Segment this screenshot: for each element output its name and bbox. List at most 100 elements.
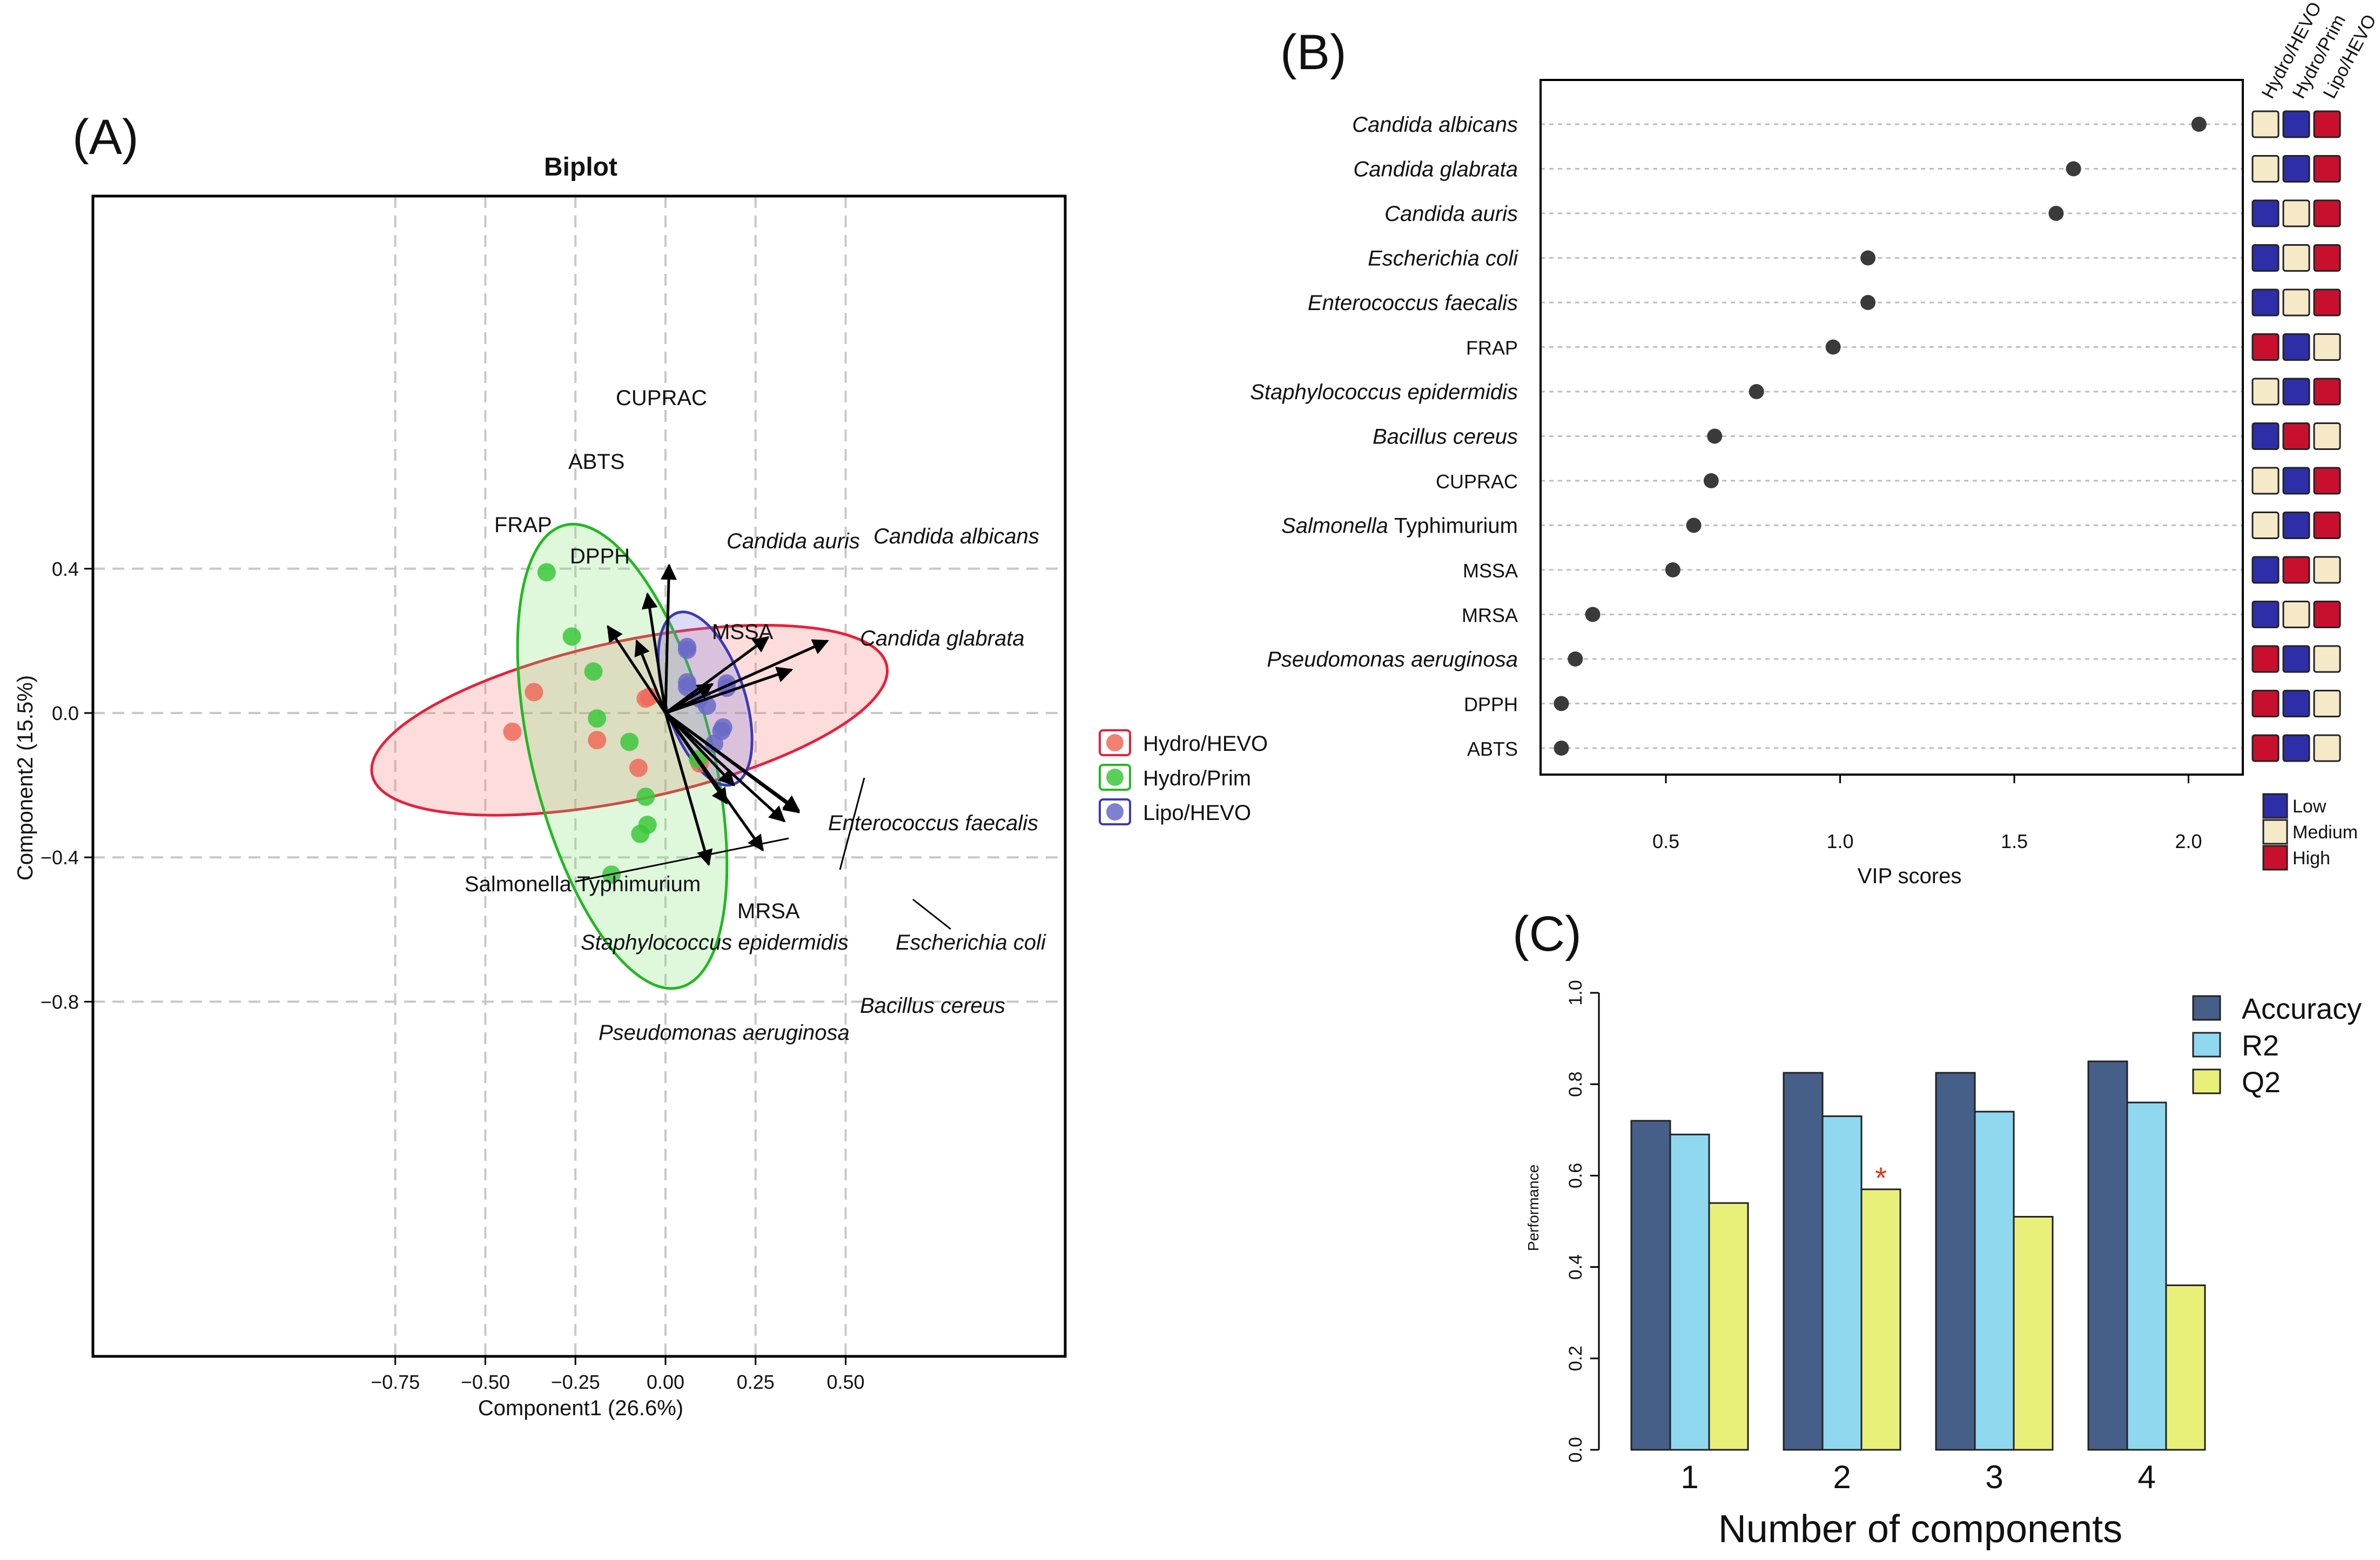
vector-candida-glabrata <box>665 667 794 715</box>
x-tick-label: −0.75 <box>371 1371 420 1393</box>
x-tick-label: 0.00 <box>647 1371 684 1393</box>
vip-label-cuprac: CUPRAC <box>1436 470 1518 493</box>
vip-label-staphylococcus-epidermidis: Staphylococcus epidermidis <box>1250 380 1518 404</box>
leader-ecoli <box>912 898 951 930</box>
vector-bacillus-cereus <box>664 712 764 852</box>
vip-point-frap <box>1825 339 1841 355</box>
vector-label-candida-auris: Candida auris <box>727 529 860 553</box>
heat-cell-staphylococcus-epidermidis-2 <box>2282 378 2310 406</box>
biplot-y-label: Component2 (15.5%) <box>14 675 37 880</box>
heat-cell-mrsa-1 <box>2251 601 2280 628</box>
y-tick-label: 0.0 <box>52 702 79 724</box>
panel-c-label: (C) <box>1512 906 1582 961</box>
heat-cell-pseudomonas-aeruginosa-3 <box>2313 645 2341 673</box>
y-tick-label: −0.4 <box>41 846 79 869</box>
heat-cell-staphylococcus-epidermidis-1 <box>2251 378 2280 406</box>
heat-cell-candida-glabrata-1 <box>2251 155 2280 183</box>
vector-cuprac <box>661 563 677 714</box>
heat-cell-abts-2 <box>2282 734 2310 762</box>
significance-star: * <box>1875 1161 1887 1195</box>
vip-point-candida-auris <box>2048 206 2064 221</box>
legend-label-hydro-prim: Hydro/Prim <box>1143 766 1251 790</box>
heat-cell-mrsa-3 <box>2313 601 2341 628</box>
heat-cell-mrsa-2 <box>2282 601 2310 628</box>
bar-r2-1 <box>1669 1133 1710 1451</box>
legend-dot-hydro-hevo <box>1106 734 1124 751</box>
y-tick-label: 0.8 <box>1565 1072 1586 1097</box>
y-tick-label: 0.6 <box>1565 1163 1586 1188</box>
vector-mssa <box>664 683 714 715</box>
biplot-grid <box>93 196 1065 1356</box>
heat-legend-label-high: High <box>2292 848 2330 869</box>
heat-cell-mssa-3 <box>2313 556 2341 584</box>
heat-cell-frap-2 <box>2282 333 2310 361</box>
heat-legend-label-low: Low <box>2292 796 2327 817</box>
performance-panel: (C) * 1 2 3 4 0.0 0.2 0.4 0.6 0.8 1.0 Performance… <box>1512 906 2362 1551</box>
vip-label-mrsa: MRSA <box>1462 604 1518 627</box>
vector-pseudomonas-aeruginosa <box>664 712 713 866</box>
bar-q2-2 <box>1860 1188 1901 1451</box>
leader-enterococcus <box>839 777 865 870</box>
heat-cell-mssa-1 <box>2251 556 2280 584</box>
vector-label-mrsa: MRSA <box>737 899 800 923</box>
bar-r2-4 <box>2126 1101 2167 1451</box>
vip-frame <box>1539 79 2244 776</box>
heat-cell-cuprac-2 <box>2282 467 2310 495</box>
y-tick-label: −0.8 <box>41 991 79 1013</box>
vector-label-abts: ABTS <box>568 450 624 474</box>
biplot-legend: Hydro/HEVO Hydro/Prim Lipo/HEVO <box>1099 729 1268 825</box>
legend-swatch-q2 <box>2192 1068 2221 1094</box>
heat-cell-salmonella-typhimurium-3 <box>2313 512 2341 539</box>
x-category-label: 4 <box>2137 1459 2155 1495</box>
vip-point-staphylococcus-epidermidis <box>1749 384 1764 399</box>
heat-cell-cuprac-1 <box>2251 467 2280 495</box>
heat-cell-candida-glabrata-3 <box>2313 155 2341 183</box>
performance-axes: 1 2 3 4 0.0 0.2 0.4 0.6 0.8 1.0 <box>1565 980 2156 1495</box>
heat-cell-bacillus-cereus-1 <box>2251 422 2280 450</box>
heat-cell-dpph-1 <box>2251 690 2280 717</box>
heat-cell-escherichia-coli-1 <box>2251 244 2280 272</box>
legend-swatch-r2 <box>2192 1032 2221 1058</box>
vector-label-cuprac: CUPRAC <box>616 386 707 410</box>
point-hydro-prim <box>588 709 607 728</box>
point-lipo-hevo <box>705 734 724 753</box>
vip-x-tick-label: 1.0 <box>1826 830 1853 852</box>
leader-salmonella <box>575 837 789 883</box>
heat-cell-dpph-2 <box>2282 690 2310 717</box>
x-tick-label: 0.25 <box>737 1371 775 1393</box>
vip-point-abts <box>1554 741 1569 756</box>
vip-label-salmonella-typhimurium: Salmonella Typhimurium <box>1281 514 1518 538</box>
biplot-x-label: Component1 (26.6%) <box>478 1396 683 1420</box>
bar-q2-4 <box>2165 1284 2206 1451</box>
vip-point-mrsa <box>1585 607 1601 622</box>
y-tick-label: 1.0 <box>1565 980 1586 1005</box>
heat-cell-pseudomonas-aeruginosa-2 <box>2282 645 2310 673</box>
vector-escherichia-coli <box>664 711 801 812</box>
vip-point-enterococcus-faecalis <box>1860 295 1876 310</box>
heat-legend-swatch-low <box>2262 793 2288 819</box>
panel-b-label: (B) <box>1280 25 1347 80</box>
legend-label-q2: Q2 <box>2242 1066 2281 1099</box>
vip-x-tick-label: 2.0 <box>2175 830 2202 852</box>
vip-axis-ticks: 0.5 1.0 1.5 2.0 <box>1652 775 2202 852</box>
bar-q2-1 <box>1708 1202 1749 1451</box>
biplot-title: Biplot <box>544 153 617 181</box>
vip-point-escherichia-coli <box>1860 250 1876 266</box>
heat-cell-salmonella-typhimurium-2 <box>2282 512 2310 539</box>
vip-label-mssa: MSSA <box>1463 560 1518 582</box>
bar-accuracy-3 <box>1935 1072 1976 1451</box>
bar-accuracy-1 <box>1630 1120 1671 1451</box>
vip-label-escherichia-coli: Escherichia coli <box>1368 247 1518 271</box>
bar-accuracy-4 <box>2087 1060 2128 1451</box>
y-tick-label: 0.0 <box>1565 1437 1586 1462</box>
heat-cell-candida-auris-2 <box>2282 199 2310 227</box>
vip-label-dpph: DPPH <box>1464 694 1518 716</box>
heat-cell-frap-3 <box>2313 333 2341 361</box>
vip-point-candida-glabrata <box>2066 161 2081 177</box>
point-hydro-prim <box>636 787 655 806</box>
vector-candida-auris <box>664 636 770 715</box>
point-hydro-prim <box>620 732 639 751</box>
heat-cell-enterococcus-faecalis-3 <box>2313 288 2341 317</box>
